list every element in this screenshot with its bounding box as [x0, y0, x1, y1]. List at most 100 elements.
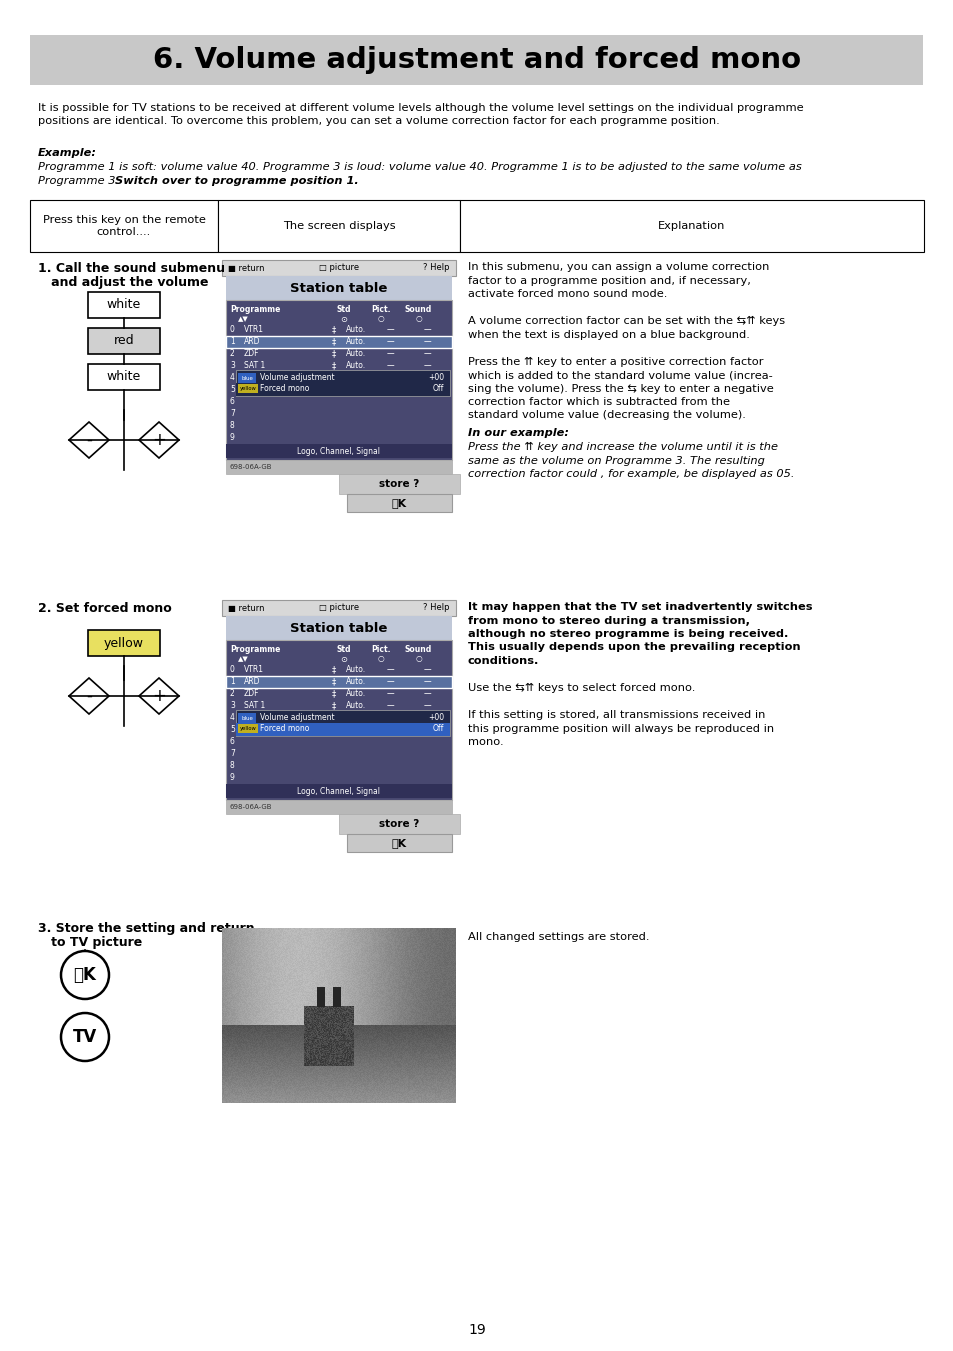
Text: 1: 1 [230, 338, 234, 346]
Bar [226, 276, 452, 300]
Text: ‡: ‡ [332, 677, 335, 686]
Text: Off: Off [432, 384, 443, 393]
Text: -: - [86, 688, 91, 705]
Text: —: — [386, 689, 394, 698]
Text: +00: +00 [428, 373, 443, 382]
Text: standard volume value (decreasing the volume).: standard volume value (decreasing the vo… [468, 411, 745, 420]
Text: ⊙: ⊙ [340, 315, 347, 323]
Text: —: — [386, 350, 394, 358]
Text: conditions.: conditions. [468, 657, 538, 666]
Text: yellow: yellow [239, 386, 256, 390]
Text: 8: 8 [230, 422, 234, 431]
Text: ZDF: ZDF [244, 689, 259, 698]
Text: This usually depends upon the prevailing reception: This usually depends upon the prevailing… [468, 643, 800, 653]
Text: —: — [386, 677, 394, 686]
Text: positions are identical. To overcome this problem, you can set a volume correcti: positions are identical. To overcome thi… [38, 116, 719, 126]
Text: The screen displays: The screen displays [282, 222, 395, 231]
Text: ■ return: ■ return [228, 263, 264, 273]
Text: SAT 1: SAT 1 [244, 701, 265, 711]
Bar [226, 336, 452, 349]
Text: which is added to the standard volume value (increa-: which is added to the standard volume va… [468, 370, 772, 380]
Text: ‡: ‡ [332, 350, 335, 358]
Text: It may happen that the TV set inadvertently switches: It may happen that the TV set inadverten… [468, 603, 812, 612]
Bar [235, 382, 450, 396]
Text: -: - [86, 431, 91, 449]
Text: 1. Call the sound submenu: 1. Call the sound submenu [38, 262, 225, 276]
Text: —: — [424, 701, 432, 711]
Text: ○: ○ [415, 315, 421, 323]
Text: ▲▼: ▲▼ [237, 657, 249, 662]
Text: activate forced mono sound mode.: activate forced mono sound mode. [468, 289, 667, 299]
Text: ‡: ‡ [332, 362, 335, 370]
Text: Programme: Programme [230, 644, 280, 654]
Text: Programme: Programme [230, 304, 280, 313]
Text: when the text is displayed on a blue background.: when the text is displayed on a blue bac… [468, 330, 749, 339]
Text: 698-06A-GB: 698-06A-GB [230, 804, 273, 811]
Text: 7: 7 [230, 750, 234, 758]
Bar [30, 35, 923, 85]
Text: yellow: yellow [104, 636, 144, 650]
Text: 3: 3 [230, 701, 234, 711]
Text: yellow: yellow [239, 725, 256, 731]
Text: Auto.: Auto. [346, 701, 366, 711]
Text: factor to a programme position and, if necessary,: factor to a programme position and, if n… [468, 276, 750, 285]
Bar [226, 459, 452, 474]
Bar [226, 676, 452, 688]
Text: store ?: store ? [379, 819, 419, 830]
Text: 7: 7 [230, 409, 234, 419]
Text: Switch over to programme position 1.: Switch over to programme position 1. [115, 176, 358, 186]
Text: to TV picture: to TV picture [38, 936, 142, 948]
Text: Volume adjustment: Volume adjustment [260, 713, 335, 723]
Bar [222, 259, 456, 276]
Text: Forced mono: Forced mono [260, 724, 309, 734]
Text: 6. Volume adjustment and forced mono: 6. Volume adjustment and forced mono [152, 46, 801, 74]
Text: 9: 9 [230, 434, 234, 443]
Text: 2: 2 [230, 689, 234, 698]
Text: red: red [113, 335, 134, 347]
Text: Station table: Station table [290, 621, 387, 635]
Text: Auto.: Auto. [346, 689, 366, 698]
Text: Example:: Example: [38, 149, 97, 158]
Text: Programme 3.: Programme 3. [38, 176, 123, 186]
Bar [226, 616, 452, 640]
Text: ‡: ‡ [332, 666, 335, 674]
Bar [235, 711, 450, 736]
Text: and adjust the volume: and adjust the volume [38, 276, 209, 289]
Text: ? Help: ? Help [423, 263, 450, 273]
Bar [88, 292, 160, 317]
Text: ZDF: ZDF [244, 350, 259, 358]
Bar [226, 300, 452, 459]
Bar [218, 200, 459, 253]
Text: Station table: Station table [290, 281, 387, 295]
Text: 2. Set forced mono: 2. Set forced mono [38, 603, 172, 615]
Bar [30, 200, 218, 253]
Text: Programme 1 is soft: volume value 40. Programme 3 is loud: volume value 40. Prog: Programme 1 is soft: volume value 40. Pr… [38, 162, 801, 172]
Text: Auto.: Auto. [346, 326, 366, 335]
Text: VTR1: VTR1 [244, 326, 264, 335]
Text: Auto.: Auto. [346, 338, 366, 346]
Text: ■ return: ■ return [228, 604, 264, 612]
Text: VTR1: VTR1 [244, 666, 264, 674]
Text: +00: +00 [428, 713, 443, 723]
Text: —: — [424, 666, 432, 674]
Text: 5: 5 [230, 725, 234, 735]
Text: Volume adjustment: Volume adjustment [260, 373, 335, 382]
Text: white: white [107, 370, 141, 384]
Text: —: — [424, 350, 432, 358]
Bar [235, 723, 450, 736]
Text: —: — [424, 677, 432, 686]
Text: blue: blue [241, 376, 253, 381]
Text: 8: 8 [230, 762, 234, 770]
Text: Forced mono: Forced mono [260, 384, 309, 393]
Text: Logo, Channel, Signal: Logo, Channel, Signal [297, 786, 380, 796]
Text: SAT 1: SAT 1 [244, 362, 265, 370]
Text: ? Help: ? Help [423, 604, 450, 612]
Text: 3. Store the setting and return: 3. Store the setting and return [38, 921, 254, 935]
Text: Use the ⇆⇈ keys to select forced mono.: Use the ⇆⇈ keys to select forced mono. [468, 684, 695, 693]
Bar [222, 600, 456, 616]
Bar [226, 640, 452, 800]
Text: 5: 5 [230, 385, 234, 394]
Text: 698-06A-GB: 698-06A-GB [230, 463, 273, 470]
Text: ‡: ‡ [332, 701, 335, 711]
Text: +: + [152, 431, 166, 449]
